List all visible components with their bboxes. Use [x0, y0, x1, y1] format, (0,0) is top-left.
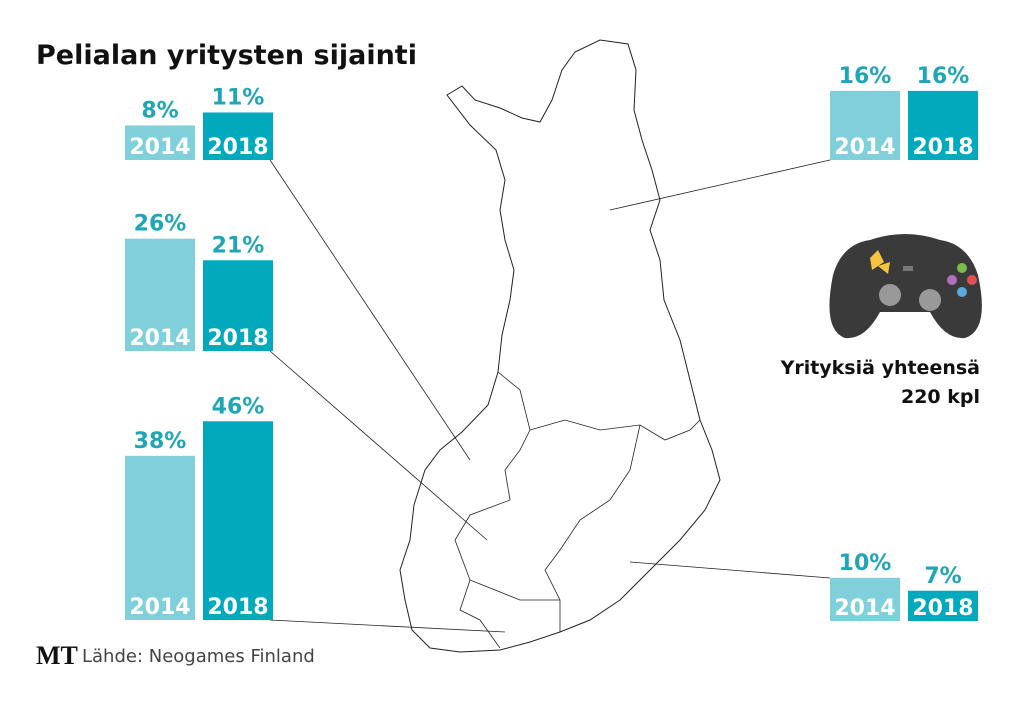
leader-line	[629, 561, 831, 579]
category-label: 2018	[207, 326, 268, 351]
bar	[203, 260, 273, 351]
bar	[125, 125, 195, 160]
value-label: 16%	[839, 64, 892, 89]
bar	[125, 238, 195, 351]
leader-line	[269, 159, 471, 461]
category-label: 2014	[834, 596, 895, 621]
bar	[830, 90, 900, 160]
bar	[125, 455, 195, 620]
gamepad-icon	[829, 234, 982, 339]
map	[399, 39, 721, 653]
value-label: 11%	[212, 85, 265, 110]
title: Pelialan yritysten sijainti	[36, 40, 417, 71]
total-value: 220 kpl	[901, 386, 980, 408]
source-text: Lähde: Neogames Finland	[82, 646, 315, 667]
leader-line	[609, 159, 831, 211]
value-label: 16%	[917, 64, 970, 89]
bar	[203, 421, 273, 620]
bar	[908, 90, 978, 160]
bar	[830, 577, 900, 621]
category-label: 2018	[912, 596, 973, 621]
value-label: 8%	[141, 98, 178, 123]
bar	[908, 590, 978, 621]
category-label: 2018	[207, 595, 268, 620]
category-label: 2018	[912, 135, 973, 160]
leader-line	[269, 350, 488, 541]
bar	[203, 112, 273, 160]
value-label: 10%	[839, 551, 892, 576]
category-label: 2018	[207, 135, 268, 160]
value-label: 46%	[212, 394, 265, 419]
category-label: 2014	[129, 135, 190, 160]
value-label: 21%	[212, 233, 265, 258]
source-logo: MT	[36, 641, 78, 670]
value-label: 38%	[134, 429, 187, 454]
category-label: 2014	[834, 135, 895, 160]
value-label: 7%	[924, 564, 961, 589]
leader-lines	[269, 159, 831, 633]
category-label: 2014	[129, 326, 190, 351]
leader-line	[269, 619, 506, 633]
value-label: 26%	[134, 212, 187, 237]
category-label: 2014	[129, 595, 190, 620]
total-label: Yrityksiä yhteensä	[780, 357, 980, 379]
